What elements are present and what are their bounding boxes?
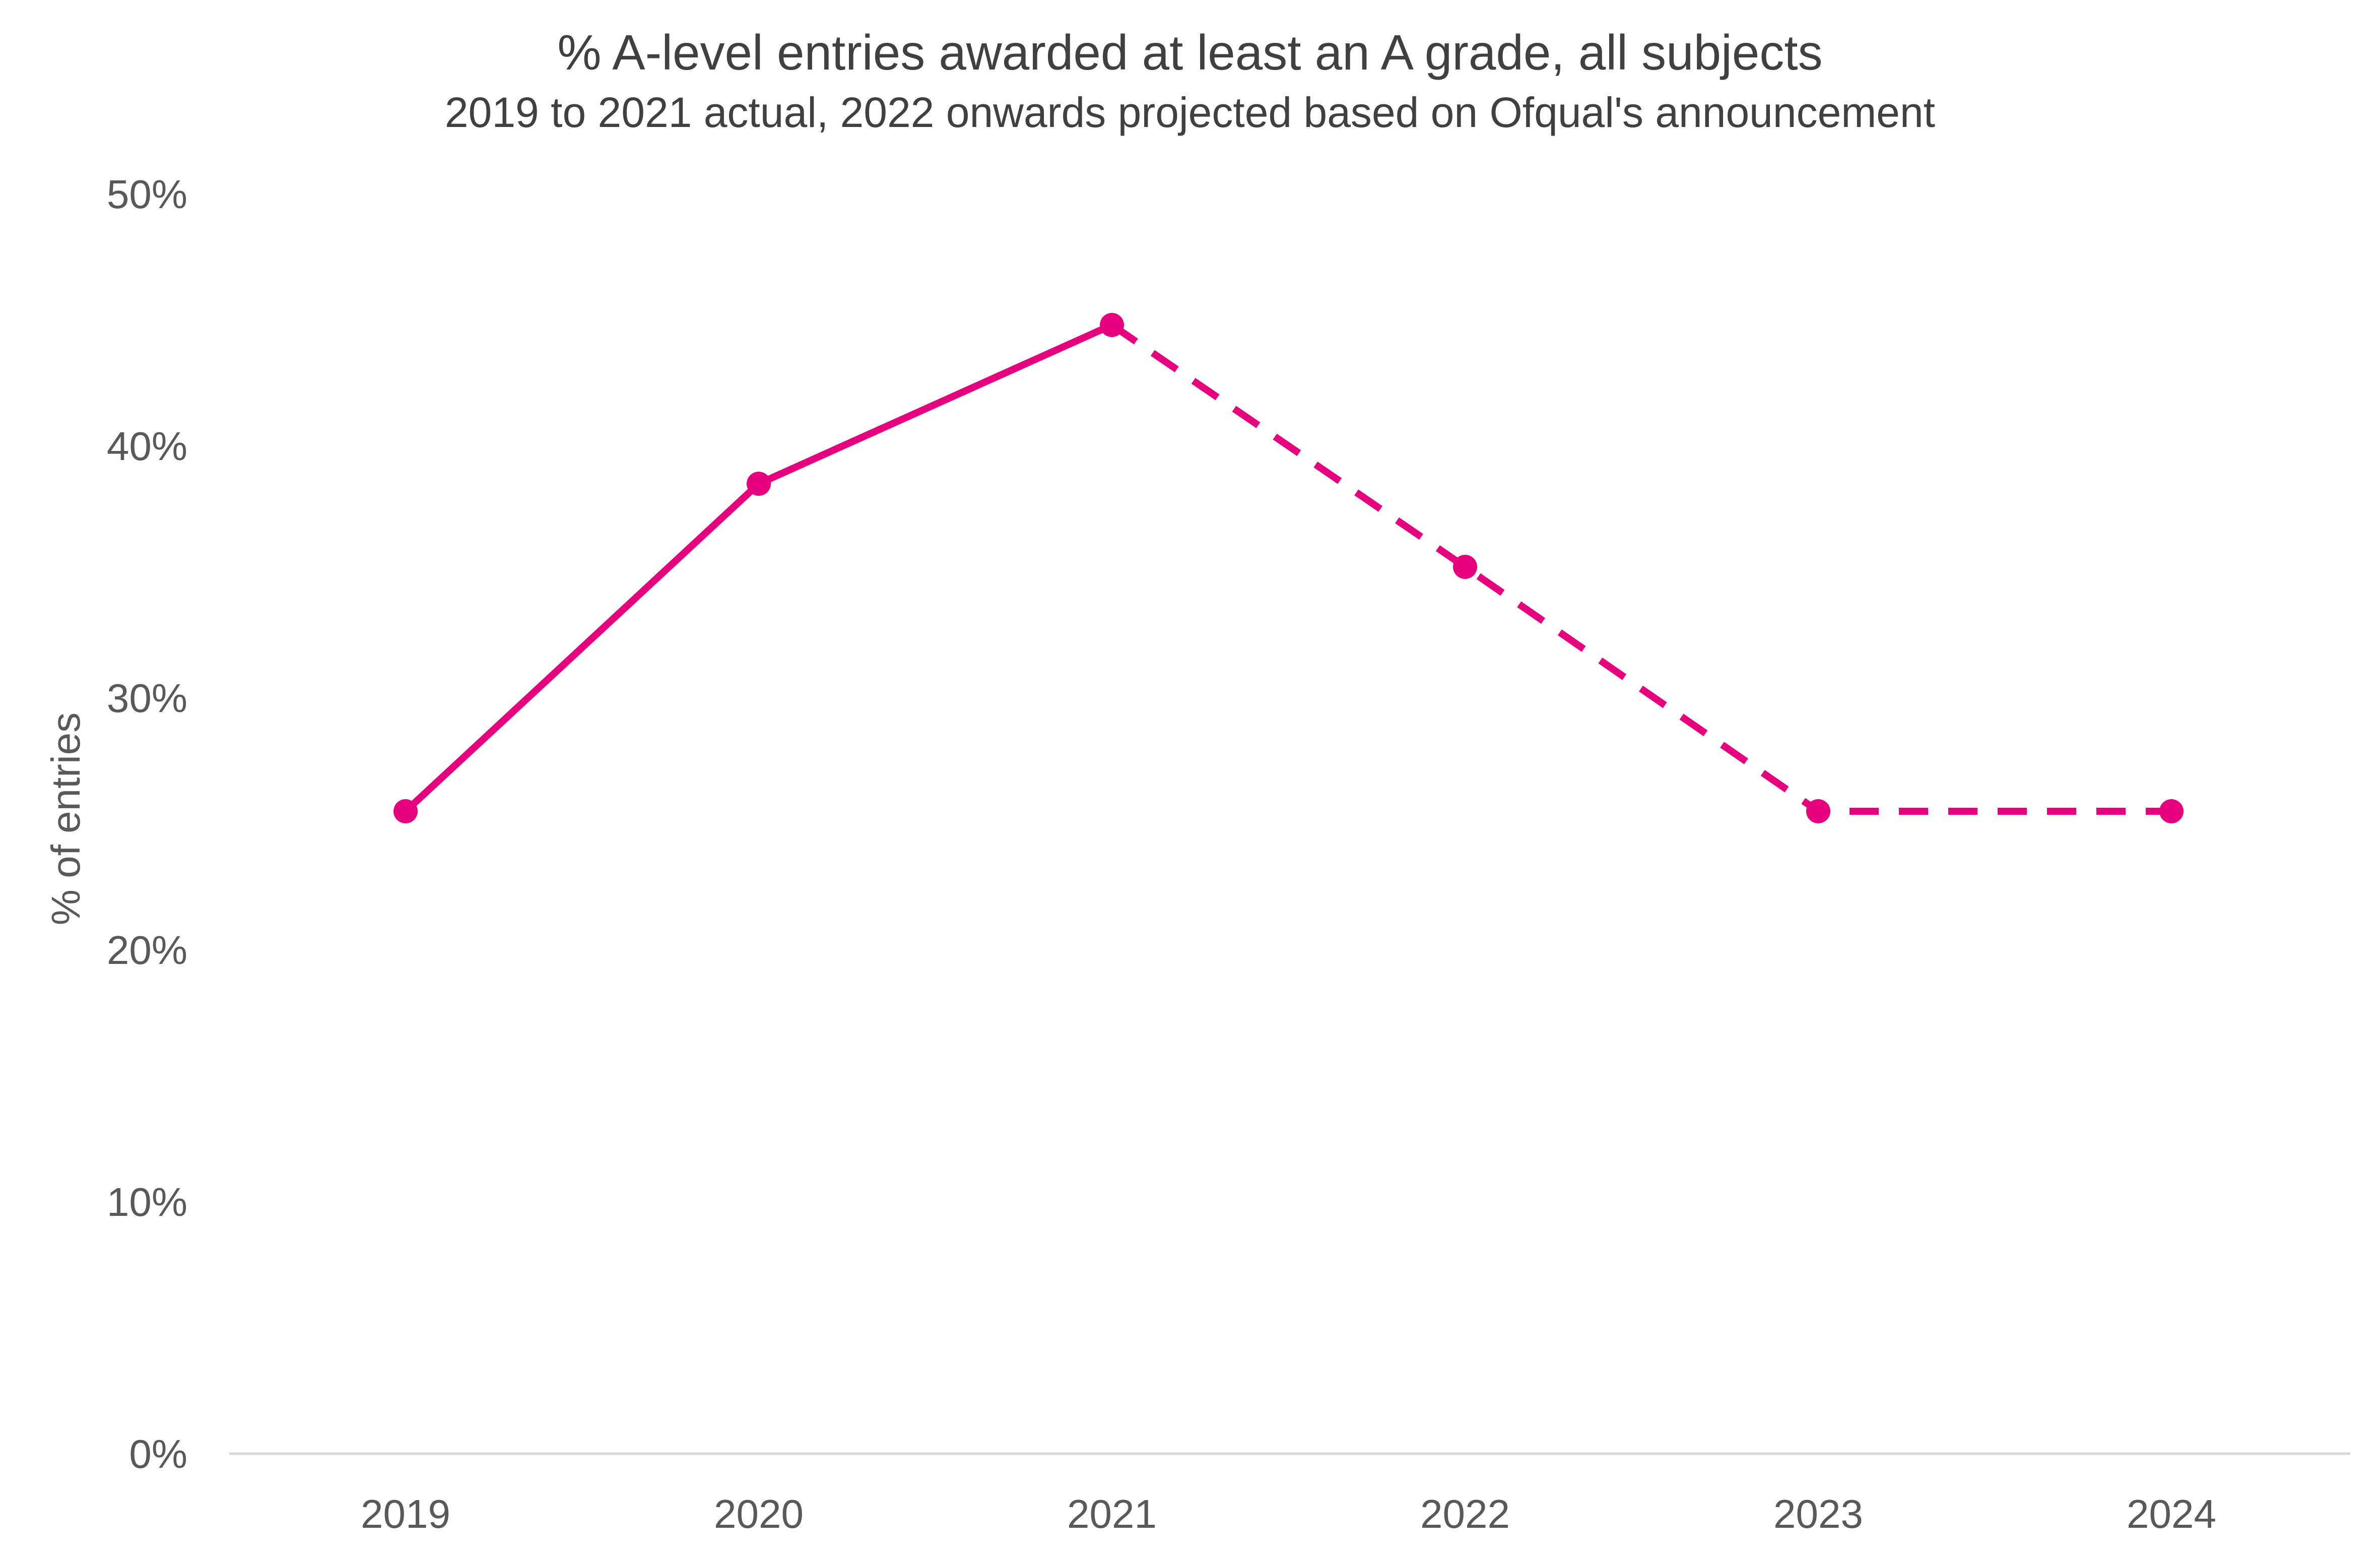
series-line-actual — [402, 321, 1115, 815]
x-tick-label: 2019 — [361, 1492, 450, 1536]
y-tick-label: 20% — [107, 928, 187, 973]
data-point — [2159, 799, 2184, 823]
y-tick-label: 0% — [129, 1432, 187, 1476]
x-tick-label: 2022 — [1420, 1492, 1510, 1536]
y-tick-label: 30% — [107, 676, 187, 721]
series-line-projected — [1110, 322, 2171, 815]
data-point — [1100, 313, 1124, 337]
y-tick-label: 10% — [107, 1180, 187, 1224]
x-tick-label: 2023 — [1773, 1492, 1863, 1536]
x-tick-label: 2024 — [2127, 1492, 2216, 1536]
series-layer — [393, 313, 2184, 823]
x-tick-label: 2021 — [1067, 1492, 1157, 1536]
y-tick-label: 40% — [107, 424, 187, 469]
x-axis-ticks: 2019 2020 2021 2022 2023 2024 — [361, 1492, 2216, 1536]
y-tick-label: 50% — [107, 172, 187, 217]
data-point — [1806, 799, 1830, 823]
y-axis-label: % of entries — [43, 712, 88, 925]
data-point — [1453, 555, 1477, 579]
chart-title: % A-level entries awarded at least an A … — [557, 25, 1822, 80]
x-tick-label: 2020 — [714, 1492, 804, 1536]
data-point — [747, 472, 771, 496]
chart-subtitle: 2019 to 2021 actual, 2022 onwards projec… — [445, 89, 1935, 136]
y-axis-ticks: 0% 10% 20% 30% 40% 50% — [107, 172, 187, 1476]
data-point — [393, 799, 418, 823]
